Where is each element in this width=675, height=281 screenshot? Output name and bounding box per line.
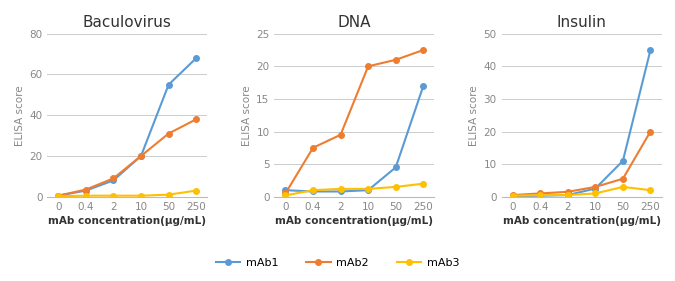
mAb1: [508, 194, 516, 198]
mAb1: [337, 190, 345, 193]
mAb3: [392, 185, 400, 189]
mAb2: [619, 177, 627, 180]
mAb3: [54, 195, 62, 198]
Line: mAb1: mAb1: [283, 83, 426, 194]
mAb1: [419, 84, 427, 88]
Legend: mAb1, mAb2, mAb3: mAb1, mAb2, mAb3: [211, 254, 464, 273]
mAb3: [364, 187, 372, 191]
Line: mAb3: mAb3: [283, 181, 426, 198]
mAb1: [364, 189, 372, 192]
Title: Insulin: Insulin: [557, 15, 606, 30]
mAb3: [619, 185, 627, 189]
mAb1: [309, 190, 317, 193]
mAb2: [392, 58, 400, 62]
Line: mAb3: mAb3: [55, 188, 199, 199]
mAb1: [165, 83, 173, 86]
mAb2: [137, 154, 145, 158]
mAb2: [281, 192, 290, 195]
Line: mAb2: mAb2: [283, 47, 426, 196]
mAb3: [137, 194, 145, 197]
mAb3: [192, 189, 200, 192]
mAb1: [536, 194, 544, 198]
mAb1: [192, 56, 200, 60]
mAb2: [419, 48, 427, 52]
mAb1: [591, 187, 599, 190]
Line: mAb1: mAb1: [510, 47, 653, 199]
mAb3: [419, 182, 427, 185]
mAb1: [392, 166, 400, 169]
mAb3: [508, 194, 516, 198]
mAb1: [137, 154, 145, 158]
mAb2: [192, 118, 200, 121]
mAb3: [309, 189, 317, 192]
mAb2: [508, 193, 516, 197]
mAb1: [109, 179, 117, 182]
Title: DNA: DNA: [338, 15, 371, 30]
Y-axis label: ELISA score: ELISA score: [469, 85, 479, 146]
mAb2: [564, 190, 572, 194]
mAb1: [82, 189, 90, 192]
Y-axis label: ELISA score: ELISA score: [15, 85, 25, 146]
Line: mAb2: mAb2: [510, 129, 653, 198]
mAb1: [54, 194, 62, 197]
mAb2: [591, 185, 599, 189]
mAb3: [281, 194, 290, 197]
mAb3: [82, 194, 90, 197]
mAb3: [591, 192, 599, 195]
mAb3: [165, 193, 173, 196]
Line: mAb3: mAb3: [510, 184, 653, 198]
mAb3: [536, 193, 544, 197]
mAb2: [647, 130, 655, 133]
X-axis label: mAb concentration(μg/mL): mAb concentration(μg/mL): [48, 216, 207, 226]
mAb1: [564, 193, 572, 197]
mAb3: [337, 187, 345, 191]
mAb1: [281, 189, 290, 192]
mAb2: [364, 65, 372, 68]
X-axis label: mAb concentration(μg/mL): mAb concentration(μg/mL): [275, 216, 433, 226]
mAb3: [564, 193, 572, 197]
mAb2: [536, 192, 544, 195]
mAb1: [647, 48, 655, 52]
Title: Baculovirus: Baculovirus: [83, 15, 171, 30]
Line: mAb2: mAb2: [55, 117, 199, 198]
mAb2: [109, 177, 117, 180]
Line: mAb1: mAb1: [55, 55, 199, 198]
mAb2: [82, 188, 90, 191]
Y-axis label: ELISA score: ELISA score: [242, 85, 252, 146]
mAb2: [54, 194, 62, 197]
X-axis label: mAb concentration(μg/mL): mAb concentration(μg/mL): [502, 216, 661, 226]
mAb3: [647, 189, 655, 192]
mAb2: [165, 132, 173, 135]
mAb1: [619, 159, 627, 162]
mAb2: [337, 133, 345, 137]
mAb3: [109, 194, 117, 197]
mAb2: [309, 146, 317, 149]
